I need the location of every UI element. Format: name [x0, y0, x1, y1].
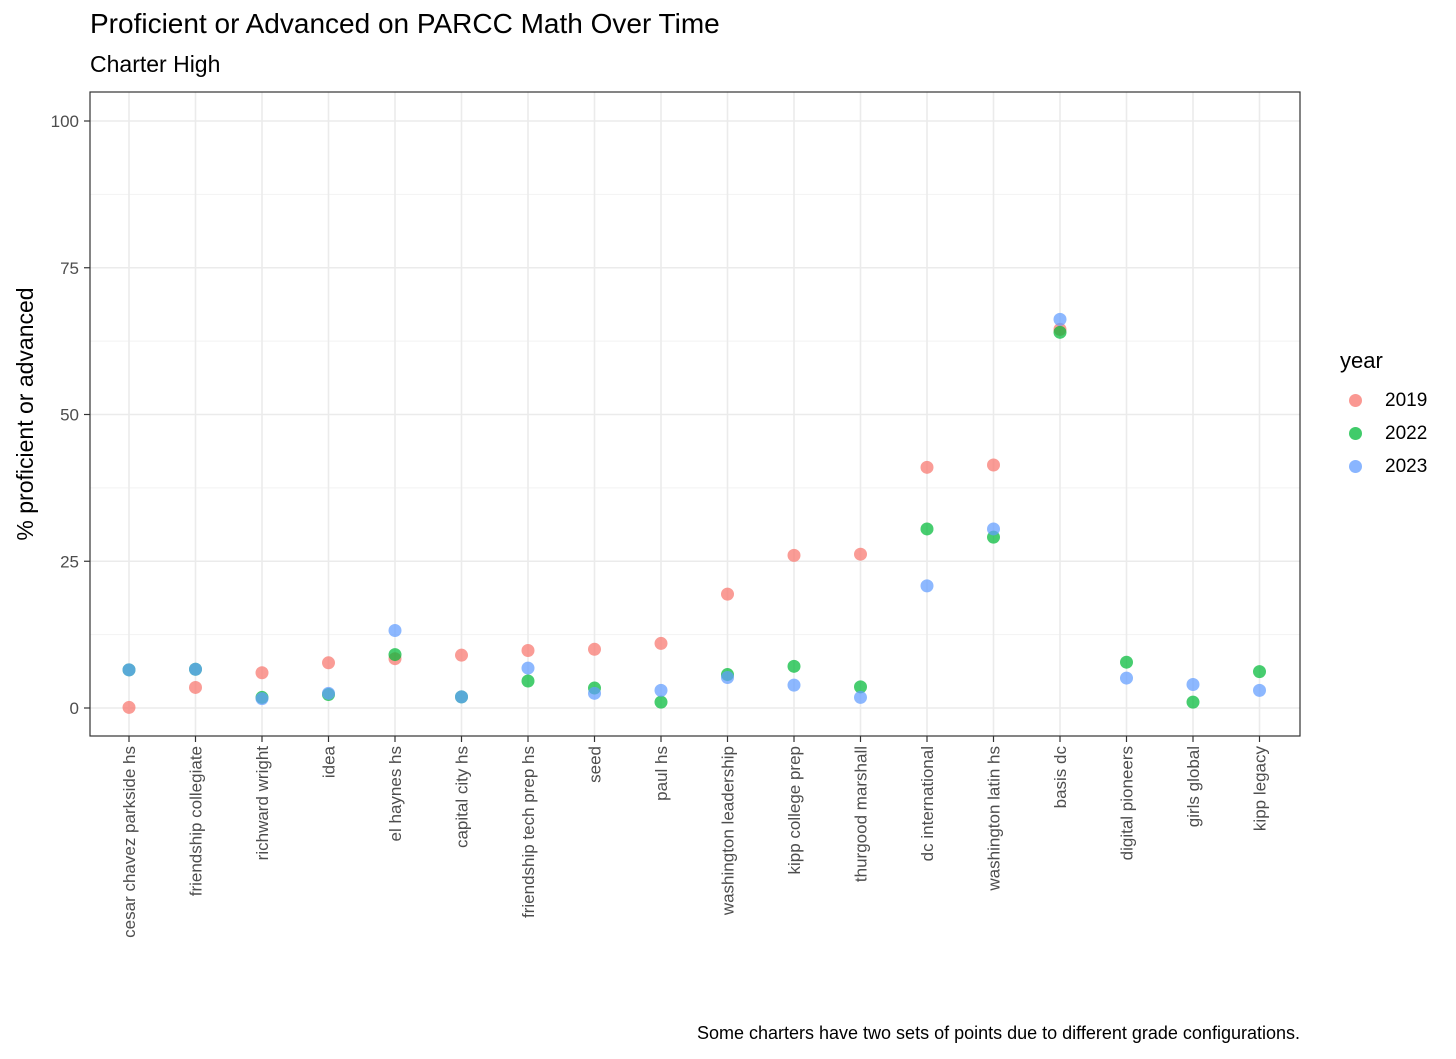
data-point-2023 [122, 663, 136, 677]
data-point-2022 [388, 648, 402, 662]
data-point-2023 [189, 662, 202, 676]
data-point-2019 [189, 680, 202, 694]
chart-title: Proficient or Advanced on PARCC Math Ove… [90, 8, 720, 39]
data-point-2022 [654, 695, 668, 709]
grid-lines [90, 92, 1300, 736]
legend-dot-2023 [1349, 460, 1362, 473]
data-point-2019 [654, 636, 668, 650]
data-point-2023 [1120, 671, 1133, 685]
data-point-2019 [588, 642, 601, 656]
data-point-2022 [854, 680, 867, 694]
y-axis-label: % proficient or advanced [12, 287, 38, 540]
data-point-2022 [1186, 695, 1200, 709]
legend-label-2022: 2022 [1385, 422, 1428, 444]
data-point-2022 [787, 659, 801, 673]
x-axis-ticks: cesar chavez parkside hs friendship colle… [120, 736, 1270, 938]
y-tick-label: 100 [51, 112, 79, 131]
x-tick-label: dc international [918, 746, 937, 861]
legend-label-2019: 2019 [1385, 389, 1428, 411]
x-tick-label: cesar chavez parkside hs [120, 746, 139, 938]
legend-label-2023: 2023 [1385, 455, 1428, 477]
x-tick-label: washington leadership [719, 746, 738, 916]
data-point-2023 [388, 624, 402, 638]
data-point-2022 [1053, 325, 1067, 339]
legend-item-2019: 2019 [1340, 384, 1427, 417]
data-point-2019 [920, 460, 934, 474]
data-point-2023 [1186, 678, 1200, 692]
data-point-2022 [1120, 655, 1133, 669]
data-point-2023 [255, 692, 269, 706]
data-point-2023 [1253, 683, 1266, 697]
data-point-2022 [1253, 665, 1266, 679]
data-point-2019 [854, 547, 867, 561]
legend-item-2022: 2022 [1340, 417, 1427, 450]
data-point-2023 [588, 686, 601, 700]
chart-subtitle: Charter High [90, 51, 221, 77]
x-tick-label: digital pioneers [1118, 746, 1137, 860]
x-tick-label: basis dc [1051, 746, 1070, 809]
x-tick-label: kipp college prep [785, 746, 804, 875]
data-point-2023 [654, 683, 668, 697]
y-tick-label: 75 [60, 259, 79, 278]
data-point-2023 [322, 686, 335, 700]
data-point-2022 [920, 522, 934, 536]
data-point-2019 [721, 587, 734, 601]
y-tick-label: 50 [60, 406, 79, 425]
x-tick-label: idea [320, 745, 339, 778]
legend-dot-2019 [1349, 394, 1362, 407]
x-tick-label: seed [586, 746, 605, 783]
data-point-2023 [521, 661, 535, 675]
chart-caption: Some charters have two sets of points du… [696, 1023, 1300, 1043]
data-point-2019 [521, 643, 535, 657]
data-point-2023 [920, 579, 934, 593]
legend-dot-2022 [1349, 427, 1362, 440]
plot-panel-border [89, 91, 1301, 737]
data-point-2023 [1053, 312, 1067, 326]
x-tick-label: richward wright [253, 746, 272, 861]
data-point-2019 [455, 648, 468, 662]
y-axis-ticks: 0 25 50 75 100 [51, 112, 90, 718]
data-points [122, 312, 1266, 714]
data-point-2023 [854, 690, 867, 704]
legend: year 2019 2022 2023 [1340, 348, 1427, 483]
data-point-2023 [455, 690, 468, 704]
data-point-2023 [787, 678, 801, 692]
data-point-2019 [122, 700, 136, 714]
legend-item-2023: 2023 [1340, 450, 1427, 483]
x-tick-label: washington latin hs [985, 746, 1004, 892]
data-point-2023 [721, 670, 734, 684]
x-tick-label: girls global [1184, 746, 1203, 827]
legend-title: year [1340, 348, 1383, 373]
data-point-2022 [521, 674, 535, 688]
x-tick-label: paul hs [652, 746, 671, 801]
x-tick-label: el haynes hs [386, 746, 405, 841]
x-tick-label: friendship tech prep hs [519, 746, 538, 918]
x-tick-label: capital city hs [453, 746, 472, 848]
y-tick-label: 25 [60, 552, 79, 571]
y-tick-label: 0 [70, 699, 79, 718]
data-point-2019 [787, 548, 801, 562]
x-tick-label: friendship collegiate [187, 746, 206, 896]
x-tick-label: thurgood marshall [852, 746, 871, 882]
data-point-2019 [987, 458, 1000, 472]
data-point-2023 [987, 522, 1000, 536]
data-point-2019 [322, 656, 335, 670]
x-tick-label: kipp legacy [1251, 746, 1270, 832]
data-point-2019 [255, 666, 269, 680]
